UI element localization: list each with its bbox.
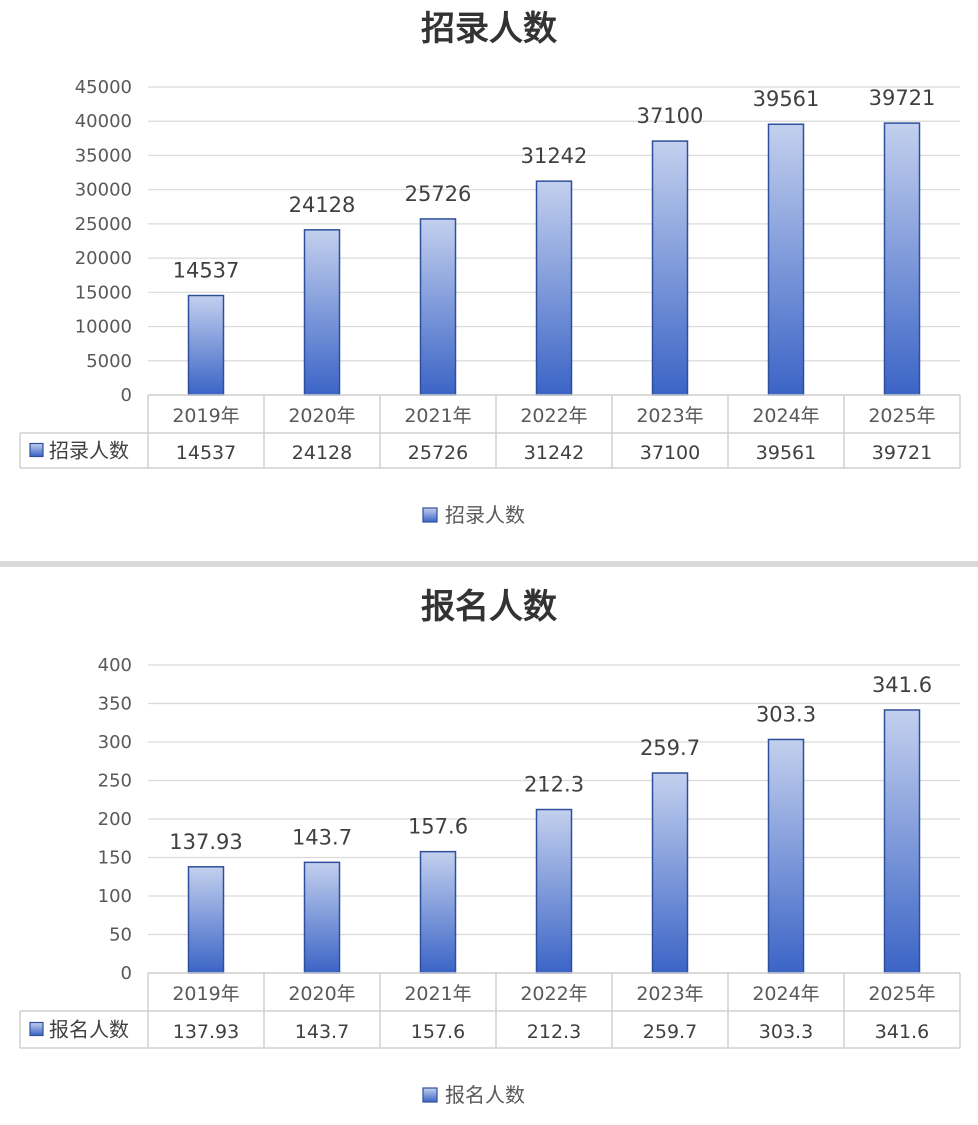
data-label: 143.7 xyxy=(292,825,352,849)
data-label: 212.3 xyxy=(524,773,584,797)
y-tick-label: 400 xyxy=(98,655,132,676)
y-tick-label: 300 xyxy=(98,732,132,753)
table-value-cell: 303.3 xyxy=(759,1021,813,1043)
category-label: 2024年 xyxy=(752,983,819,1005)
category-label: 2023年 xyxy=(636,405,703,427)
y-tick-label: 100 xyxy=(98,886,132,907)
category-label: 2021年 xyxy=(404,405,471,427)
bar xyxy=(651,772,689,974)
y-tick-label: 10000 xyxy=(75,317,132,338)
category-label: 2024年 xyxy=(752,405,819,427)
recruitment-chart-panel: 招录人数 0 5000 10000 15000 20000 25000 30000 35000 4… xyxy=(0,0,978,560)
data-label: 14537 xyxy=(173,259,240,283)
legend-label: 报名人数 xyxy=(445,1083,525,1107)
data-label: 157.6 xyxy=(408,815,468,839)
y-tick-label: 200 xyxy=(98,809,132,830)
table-value-cell: 25726 xyxy=(408,442,468,464)
table-row-header: 招录人数 xyxy=(49,439,129,463)
y-tick-label: 350 xyxy=(98,694,132,715)
bar xyxy=(187,866,225,974)
category-label: 2025年 xyxy=(868,405,935,427)
y-tick-label: 0 xyxy=(121,385,132,406)
y-tick-label: 40000 xyxy=(75,111,132,132)
category-label: 2020年 xyxy=(288,983,355,1005)
bar xyxy=(419,850,457,974)
y-tick-label: 30000 xyxy=(75,180,132,201)
table-value-cell: 212.3 xyxy=(527,1021,581,1043)
chart-divider xyxy=(0,561,978,567)
bar xyxy=(303,861,341,974)
bar xyxy=(303,229,341,396)
table-value-cell: 31242 xyxy=(524,442,584,464)
bar xyxy=(767,738,805,974)
bar xyxy=(535,808,573,974)
table-value-cell: 259.7 xyxy=(643,1021,697,1043)
data-label: 31242 xyxy=(521,144,588,168)
chart-title: 报名人数 xyxy=(421,587,557,627)
legend-key xyxy=(422,1087,438,1103)
bar xyxy=(883,122,921,396)
table-legend-key xyxy=(29,1021,44,1037)
category-label: 2022年 xyxy=(520,983,587,1005)
bar xyxy=(535,180,573,396)
y-tick-label: 250 xyxy=(98,771,132,792)
table-row-header: 报名人数 xyxy=(49,1018,129,1042)
data-label: 37100 xyxy=(637,104,704,128)
y-tick-label: 150 xyxy=(98,848,132,869)
y-tick-label: 35000 xyxy=(75,145,132,166)
table-legend-key xyxy=(29,442,44,458)
data-label: 39561 xyxy=(753,87,820,111)
category-label: 2020年 xyxy=(288,405,355,427)
y-tick-label: 0 xyxy=(121,963,132,984)
table-value-cell: 39561 xyxy=(756,442,816,464)
table-value-cell: 143.7 xyxy=(295,1021,349,1043)
category-label: 2019年 xyxy=(172,405,239,427)
data-label: 303.3 xyxy=(756,702,816,726)
bar xyxy=(419,218,457,396)
table-value-cell: 341.6 xyxy=(875,1021,929,1043)
y-tick-label: 5000 xyxy=(86,351,132,372)
table-value-cell: 37100 xyxy=(640,442,700,464)
category-label: 2025年 xyxy=(868,983,935,1005)
y-tick-label: 25000 xyxy=(75,214,132,235)
table-value-cell: 137.93 xyxy=(173,1021,239,1043)
y-tick-label: 20000 xyxy=(75,248,132,269)
table-value-cell: 157.6 xyxy=(411,1021,465,1043)
chart-title: 招录人数 xyxy=(421,9,557,49)
data-label: 137.93 xyxy=(169,830,242,854)
y-tick-label: 45000 xyxy=(75,77,132,98)
legend-label: 招录人数 xyxy=(445,503,525,527)
bar xyxy=(883,709,921,974)
legend-key xyxy=(422,507,438,523)
data-label: 25726 xyxy=(405,182,472,206)
y-tick-label: 50 xyxy=(109,925,132,946)
applicants-chart-panel: 报名人数 0 50 100 150 200 250 300 350 400 137.93 143.7 1… xyxy=(0,576,978,1125)
category-label: 2023年 xyxy=(636,983,703,1005)
bar xyxy=(767,123,805,396)
table-value-cell: 14537 xyxy=(176,442,236,464)
category-label: 2019年 xyxy=(172,983,239,1005)
data-label: 259.7 xyxy=(640,736,700,760)
table-value-cell: 24128 xyxy=(292,442,352,464)
data-label: 24128 xyxy=(289,193,356,217)
y-tick-label: 15000 xyxy=(75,282,132,303)
category-label: 2022年 xyxy=(520,405,587,427)
category-label: 2021年 xyxy=(404,983,471,1005)
applicants-chart: 报名人数 0 50 100 150 200 250 300 350 400 137.93 143.7 1… xyxy=(19,587,961,1107)
recruitment-chart: 招录人数 0 5000 10000 15000 20000 25000 30000 35000 4… xyxy=(19,9,961,527)
data-label: 39721 xyxy=(869,86,936,110)
bar xyxy=(651,140,689,396)
table-value-cell: 39721 xyxy=(872,442,932,464)
data-label: 341.6 xyxy=(872,673,932,697)
bar xyxy=(187,294,225,396)
